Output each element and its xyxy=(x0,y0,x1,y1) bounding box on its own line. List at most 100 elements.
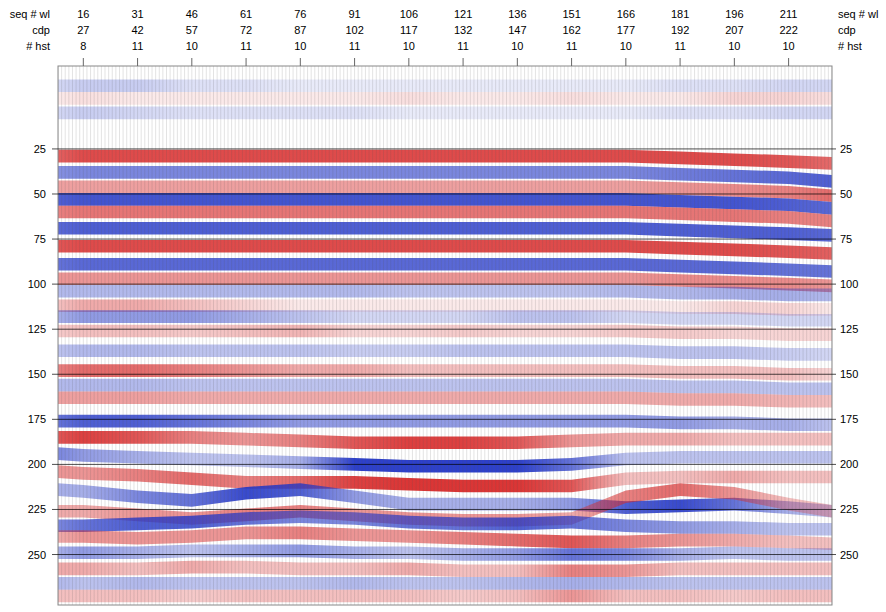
trace xyxy=(719,66,720,605)
x-tick xyxy=(137,58,138,66)
header-value: 10 xyxy=(511,40,523,52)
trace xyxy=(159,66,160,605)
trace xyxy=(246,66,247,605)
trace xyxy=(217,66,218,605)
trace xyxy=(488,66,489,605)
trace xyxy=(206,66,207,605)
header-value: 121 xyxy=(454,8,472,20)
trace xyxy=(173,66,174,605)
plot-frame xyxy=(58,66,832,605)
trace xyxy=(137,66,138,605)
x-tick xyxy=(517,58,518,66)
trace xyxy=(126,66,127,605)
header-value: 16 xyxy=(77,8,89,20)
trace xyxy=(622,66,623,605)
trace xyxy=(748,66,749,605)
trace xyxy=(108,66,109,605)
trace xyxy=(300,66,301,605)
grid-line xyxy=(52,148,836,149)
trace xyxy=(524,66,525,605)
header-value: 27 xyxy=(77,24,89,36)
trace xyxy=(195,66,196,605)
header-value: 10 xyxy=(294,40,306,52)
trace xyxy=(419,66,420,605)
trace xyxy=(484,66,485,605)
trace xyxy=(177,66,178,605)
header-value: 10 xyxy=(782,40,794,52)
trace xyxy=(672,66,673,605)
trace xyxy=(481,66,482,605)
trace xyxy=(394,66,395,605)
trace xyxy=(264,66,265,605)
trace xyxy=(343,66,344,605)
trace xyxy=(238,66,239,605)
trace xyxy=(318,66,319,605)
header-value: 207 xyxy=(725,24,743,36)
trace xyxy=(336,66,337,605)
header-value: 106 xyxy=(400,8,418,20)
trace xyxy=(72,66,73,605)
trace xyxy=(506,66,507,605)
trace xyxy=(549,66,550,605)
trace xyxy=(817,66,818,605)
trace xyxy=(86,66,87,605)
trace xyxy=(828,66,829,605)
y-tick-label: 125 xyxy=(840,323,858,335)
header-value: 8 xyxy=(80,40,86,52)
x-tick xyxy=(625,58,626,66)
trace xyxy=(148,66,149,605)
header-value: 46 xyxy=(186,8,198,20)
trace xyxy=(397,66,398,605)
header-value: 211 xyxy=(780,8,798,20)
trace xyxy=(495,66,496,605)
trace xyxy=(647,66,648,605)
header-value: 11 xyxy=(457,40,468,52)
trace xyxy=(470,66,471,605)
trace xyxy=(763,66,764,605)
trace xyxy=(531,66,532,605)
y-tick-label: 25 xyxy=(34,143,46,155)
header-value: 42 xyxy=(131,24,143,36)
trace xyxy=(629,66,630,605)
trace xyxy=(546,66,547,605)
trace xyxy=(578,66,579,605)
trace xyxy=(792,66,793,605)
grid-line xyxy=(52,554,836,555)
trace xyxy=(170,66,171,605)
header-value: 196 xyxy=(725,8,743,20)
trace xyxy=(824,66,825,605)
y-tick-label: 100 xyxy=(28,278,46,290)
trace xyxy=(539,66,540,605)
header-value: 136 xyxy=(508,8,526,20)
trace xyxy=(307,66,308,605)
grid-line xyxy=(52,239,836,240)
trace xyxy=(766,66,767,605)
trace xyxy=(596,66,597,605)
trace xyxy=(452,66,453,605)
trace xyxy=(155,66,156,605)
trace xyxy=(242,66,243,605)
trace xyxy=(777,66,778,605)
trace xyxy=(65,66,66,605)
trace xyxy=(314,66,315,605)
trace xyxy=(166,66,167,605)
y-tick-label: 75 xyxy=(34,233,46,245)
trace xyxy=(586,66,587,605)
trace xyxy=(115,66,116,605)
trace xyxy=(311,66,312,605)
trace xyxy=(90,66,91,605)
trace xyxy=(654,66,655,605)
trace xyxy=(528,66,529,605)
y-tick-label: 50 xyxy=(840,188,852,200)
trace xyxy=(643,66,644,605)
trace xyxy=(723,66,724,605)
trace xyxy=(604,66,605,605)
trace xyxy=(741,66,742,605)
trace xyxy=(390,66,391,605)
header-row-label: seq # wl xyxy=(838,8,878,20)
header-value: 192 xyxy=(671,24,689,36)
trace xyxy=(405,66,406,605)
trace xyxy=(379,66,380,605)
trace xyxy=(788,66,789,605)
trace xyxy=(716,66,717,605)
